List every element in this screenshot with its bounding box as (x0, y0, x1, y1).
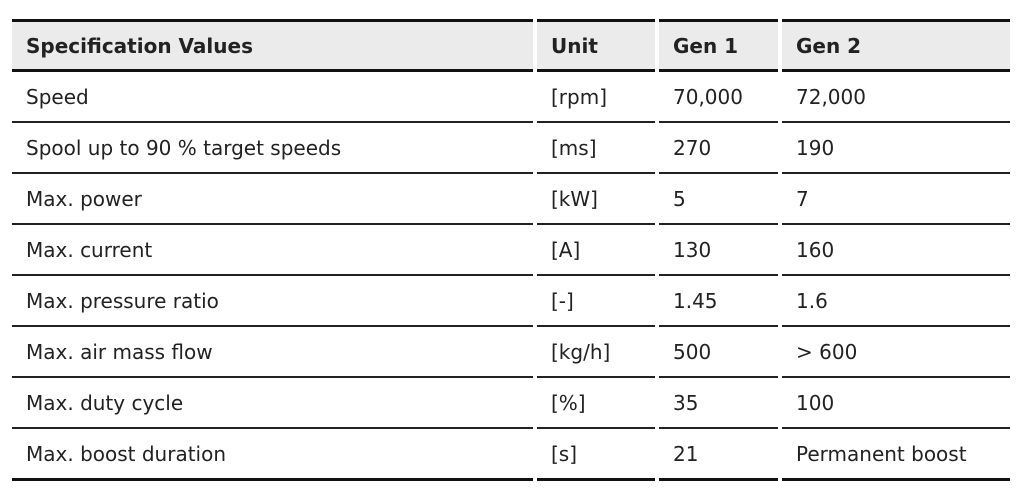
table-cell: [kg/h] (537, 327, 655, 378)
table-cell: 270 (659, 123, 778, 174)
table-cell: 1.6 (782, 276, 1010, 327)
table-cell: 35 (659, 378, 778, 429)
table-cell: 21 (659, 429, 778, 481)
table-cell: [A] (537, 225, 655, 276)
table-row: Max. pressure ratio [-] 1.45 1.6 (12, 276, 1010, 327)
table-cell: [ms] (537, 123, 655, 174)
table-cell: Max. power (12, 174, 533, 225)
table-cell: 500 (659, 327, 778, 378)
table-cell: 100 (782, 378, 1010, 429)
table-cell: Spool up to 90 % target speeds (12, 123, 533, 174)
table-cell: > 600 (782, 327, 1010, 378)
table-row: Spool up to 90 % target speeds [ms] 270 190 (12, 123, 1010, 174)
table-cell: Max. boost duration (12, 429, 533, 481)
table-cell: [s] (537, 429, 655, 481)
table-wrapper: Specification Values Unit Gen 1 Gen 2 Speed… (8, 19, 1014, 481)
table-cell: [-] (537, 276, 655, 327)
table-body: Speed [rpm] 70,000 72,000 Spool up to 90 % t… (12, 72, 1010, 481)
table-row: Max. current [A] 130 160 (12, 225, 1010, 276)
header-cell: Gen 2 (782, 19, 1010, 72)
table-row: Max. air mass flow [kg/h] 500 > 600 (12, 327, 1010, 378)
table-cell: Max. duty cycle (12, 378, 533, 429)
table-cell: 5 (659, 174, 778, 225)
header-cell: Unit (537, 19, 655, 72)
table-row: Speed [rpm] 70,000 72,000 (12, 72, 1010, 123)
table-row: Max. boost duration [s] 21 Permanent boost (12, 429, 1010, 481)
table-cell: 70,000 (659, 72, 778, 123)
table-cell: Max. air mass flow (12, 327, 533, 378)
table-cell: Max. current (12, 225, 533, 276)
header-cell: Gen 1 (659, 19, 778, 72)
table-row: Max. duty cycle [%] 35 100 (12, 378, 1010, 429)
table-cell: 72,000 (782, 72, 1010, 123)
header-cell: Specification Values (12, 19, 533, 72)
table-cell: 190 (782, 123, 1010, 174)
table-cell: 1.45 (659, 276, 778, 327)
table-cell: 7 (782, 174, 1010, 225)
table-cell: Speed (12, 72, 533, 123)
header-row: Specification Values Unit Gen 1 Gen 2 (12, 19, 1010, 72)
table-cell: 130 (659, 225, 778, 276)
table-cell: [kW] (537, 174, 655, 225)
spec-table: Specification Values Unit Gen 1 Gen 2 Speed… (8, 19, 1014, 481)
table-cell: Max. pressure ratio (12, 276, 533, 327)
table-cell: Permanent boost (782, 429, 1010, 481)
table-cell: [%] (537, 378, 655, 429)
table-cell: [rpm] (537, 72, 655, 123)
table-row: Max. power [kW] 5 7 (12, 174, 1010, 225)
table-cell: 160 (782, 225, 1010, 276)
